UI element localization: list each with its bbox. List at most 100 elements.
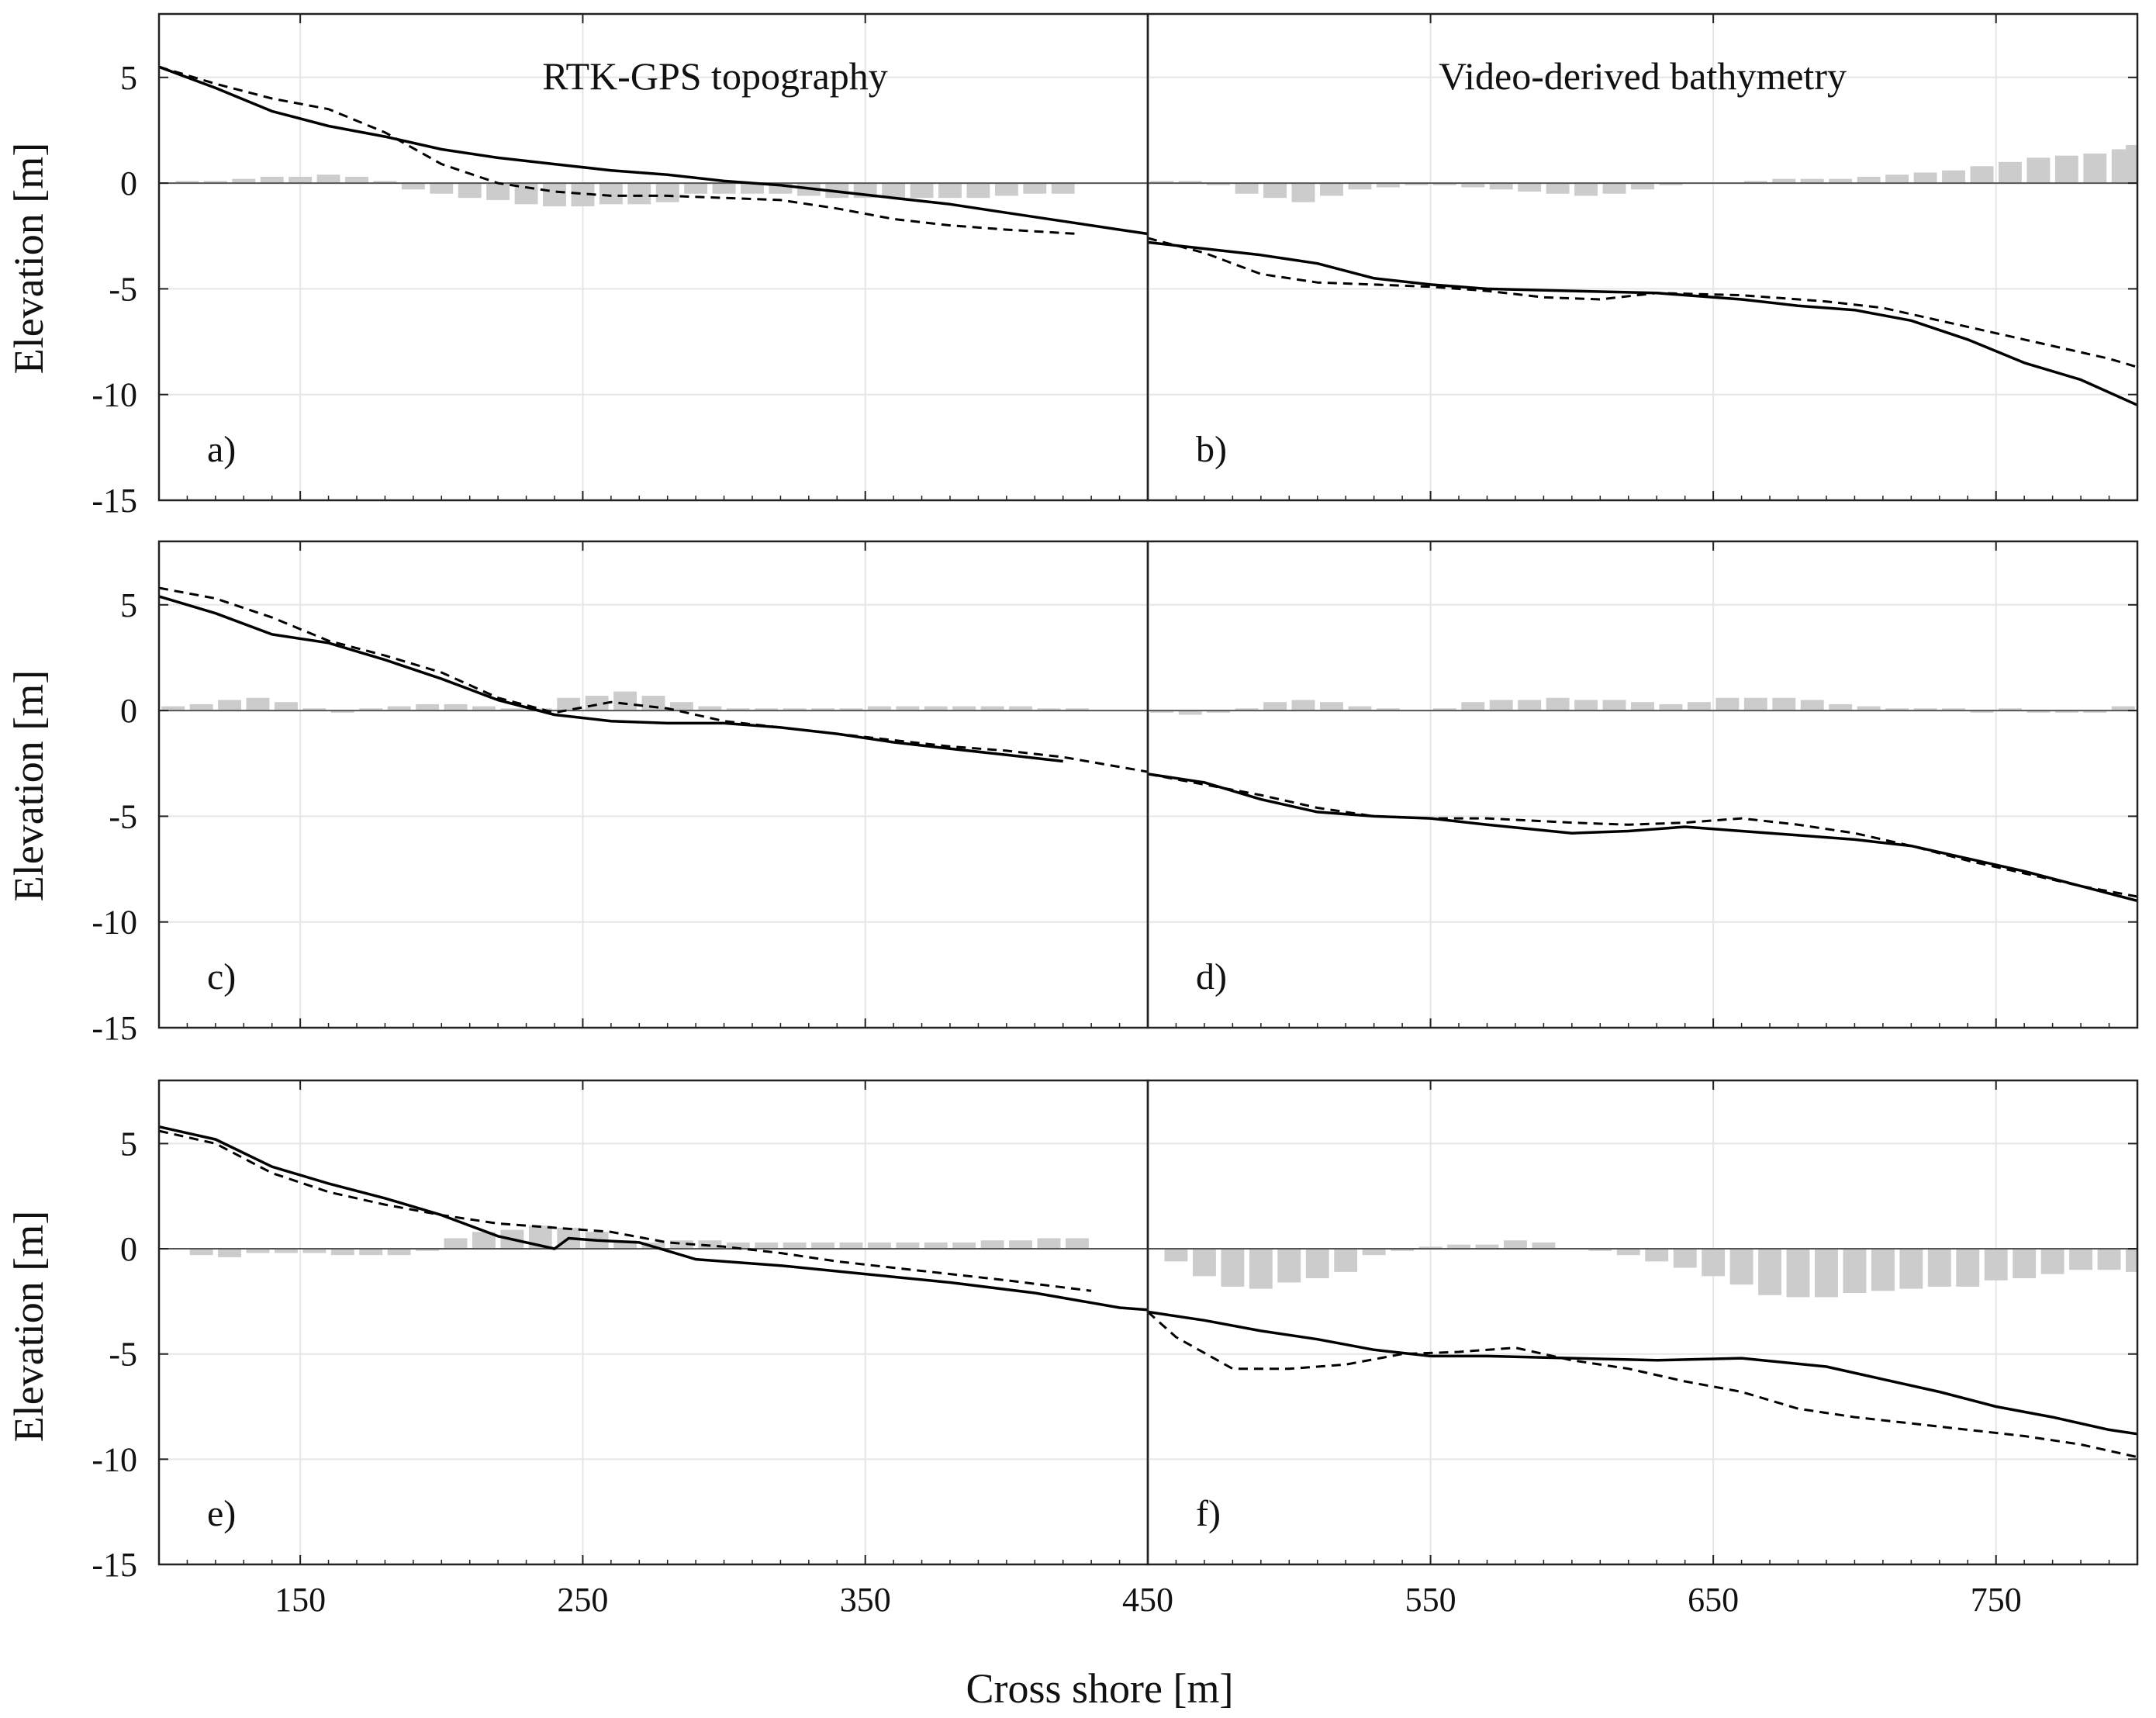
panel-f-bar xyxy=(1984,1249,2008,1281)
panel-a-bar xyxy=(486,183,510,200)
panel-c-bar xyxy=(500,708,524,711)
panel-d-bar xyxy=(1970,710,1994,713)
panel-c-bar xyxy=(755,708,779,711)
panel-b-bar xyxy=(1320,183,1343,196)
panel-b-bar xyxy=(1405,183,1429,185)
panel-d-bar xyxy=(1772,697,1796,711)
panel-f-bar xyxy=(1702,1249,1726,1277)
panel-b-bar xyxy=(1150,181,1174,184)
panel-d-bar xyxy=(1885,708,1909,711)
panel-a-bar xyxy=(712,183,736,194)
panel-c-bar xyxy=(613,691,637,711)
panel-d-bar xyxy=(2111,706,2135,711)
panel-d-bar xyxy=(1942,708,1965,711)
panel-b: b) xyxy=(1146,12,2139,502)
panel-b-bar xyxy=(1885,175,1909,184)
panel-e-bar xyxy=(726,1242,750,1250)
panel-d-bar xyxy=(1631,702,1654,711)
panel-c-bar xyxy=(726,708,750,711)
panel-d-bar xyxy=(1432,708,1456,711)
panel-e-bar xyxy=(811,1242,835,1250)
panel-b-bar xyxy=(2026,157,2051,184)
panel-a-bar xyxy=(175,181,199,184)
y-axis-title-bottom: Elevation [m] xyxy=(5,1211,52,1442)
panel-b-bar xyxy=(2054,155,2078,184)
panel-f-bar xyxy=(1532,1242,1556,1250)
y-tick-label: -10 xyxy=(92,1440,137,1478)
panel-a-bar xyxy=(203,181,227,184)
panel-d-bar xyxy=(1348,706,1372,711)
panel-d-bar xyxy=(1715,697,1740,711)
panel-c-bar xyxy=(189,703,213,711)
panel-b-bar xyxy=(1998,161,2022,184)
panel-e-bar xyxy=(218,1249,242,1257)
panel-c-bar xyxy=(274,702,298,711)
panel-d-bar xyxy=(2026,710,2051,713)
panel-f: f) 550 650 750 xyxy=(1146,1079,2139,1619)
panel-d-bar xyxy=(1291,700,1315,711)
panel-f-bar xyxy=(1192,1249,1216,1277)
chart-panels: 5 0 -5 -10 -15 a) b) 5 0 -5 -10 -15 c) d) 5 0 -5 -10 -15 e)… xyxy=(92,12,2139,1619)
panel-e-bar xyxy=(980,1240,1004,1250)
y-tick-label: 5 xyxy=(120,586,137,624)
x-tick-label: 750 xyxy=(1971,1581,2022,1619)
panel-b-bar xyxy=(1800,178,1824,184)
x-tick-label: 250 xyxy=(557,1581,608,1619)
panel-d-bar xyxy=(1150,710,1174,713)
panel-e-bar xyxy=(613,1240,637,1250)
panel-a-bar xyxy=(882,183,906,199)
y-tick-label: -15 xyxy=(92,1009,137,1047)
y-axis-title-middle: Elevation [m] xyxy=(5,670,52,901)
panel-a-bar xyxy=(655,183,679,202)
panel-b-label: b) xyxy=(1196,429,1227,470)
panel-f-bar xyxy=(1391,1249,1415,1251)
panel-c-bar xyxy=(783,708,807,711)
panel-c-bar xyxy=(952,706,976,711)
panel-f-bar xyxy=(1249,1249,1273,1289)
panel-a-bar xyxy=(966,183,990,199)
y-tick-label: 0 xyxy=(120,164,137,202)
panel-c-bar xyxy=(1065,708,1089,711)
y-tick-label: 0 xyxy=(120,1230,137,1268)
panel-f-bar xyxy=(1645,1249,1669,1262)
x-tick-label: 150 xyxy=(275,1581,326,1619)
panel-a-bar xyxy=(260,176,284,184)
panel-f-dashed-line xyxy=(1147,1311,2138,1459)
panel-a: 5 0 -5 -10 -15 a) xyxy=(92,12,1149,520)
panel-d-bar xyxy=(1829,703,1853,711)
panel-e-bar xyxy=(952,1242,976,1250)
panel-f-bar xyxy=(1447,1244,1470,1250)
panel-f-bar xyxy=(2069,1249,2093,1270)
panel-e-bar xyxy=(387,1249,411,1256)
panel-d-bar xyxy=(1998,708,2022,711)
panel-b-bar xyxy=(2126,145,2137,184)
panel-b-bar xyxy=(1291,183,1315,202)
panel-c: 5 0 -5 -10 -15 c) xyxy=(92,540,1149,1047)
panel-c-bar xyxy=(980,706,1004,711)
panel-c-bar xyxy=(218,700,242,711)
panel-e-bar xyxy=(1037,1238,1061,1250)
panel-f-bar xyxy=(1588,1249,1612,1251)
x-tick-label: 650 xyxy=(1688,1581,1739,1619)
panel-e-bar xyxy=(1009,1240,1033,1250)
panel-d-bar xyxy=(1913,708,1937,711)
panel-d-bar xyxy=(1687,702,1711,711)
panel-a-bar xyxy=(543,183,566,207)
panel-f-bar xyxy=(1334,1249,1358,1272)
panel-d-bar xyxy=(1489,700,1513,711)
panel-e-bar xyxy=(246,1249,270,1253)
panel-a-bar xyxy=(741,183,764,194)
panel-c-bar xyxy=(557,697,581,711)
x-tick-label: 550 xyxy=(1405,1581,1456,1619)
panel-f-bar xyxy=(1503,1240,1527,1250)
y-tick-label: -15 xyxy=(92,1546,137,1584)
panel-b-bar xyxy=(1348,183,1372,190)
panel-c-label: c) xyxy=(207,956,236,997)
panel-a-bar xyxy=(401,183,425,190)
x-tick-label: 350 xyxy=(840,1581,891,1619)
panel-d-bar xyxy=(1178,710,1202,715)
x-tick-label: 450 xyxy=(1122,1581,1173,1619)
panel-e-solid-line xyxy=(158,1125,1149,1312)
panel-b-bar xyxy=(1263,183,1287,199)
panel-e-bar xyxy=(896,1242,920,1250)
